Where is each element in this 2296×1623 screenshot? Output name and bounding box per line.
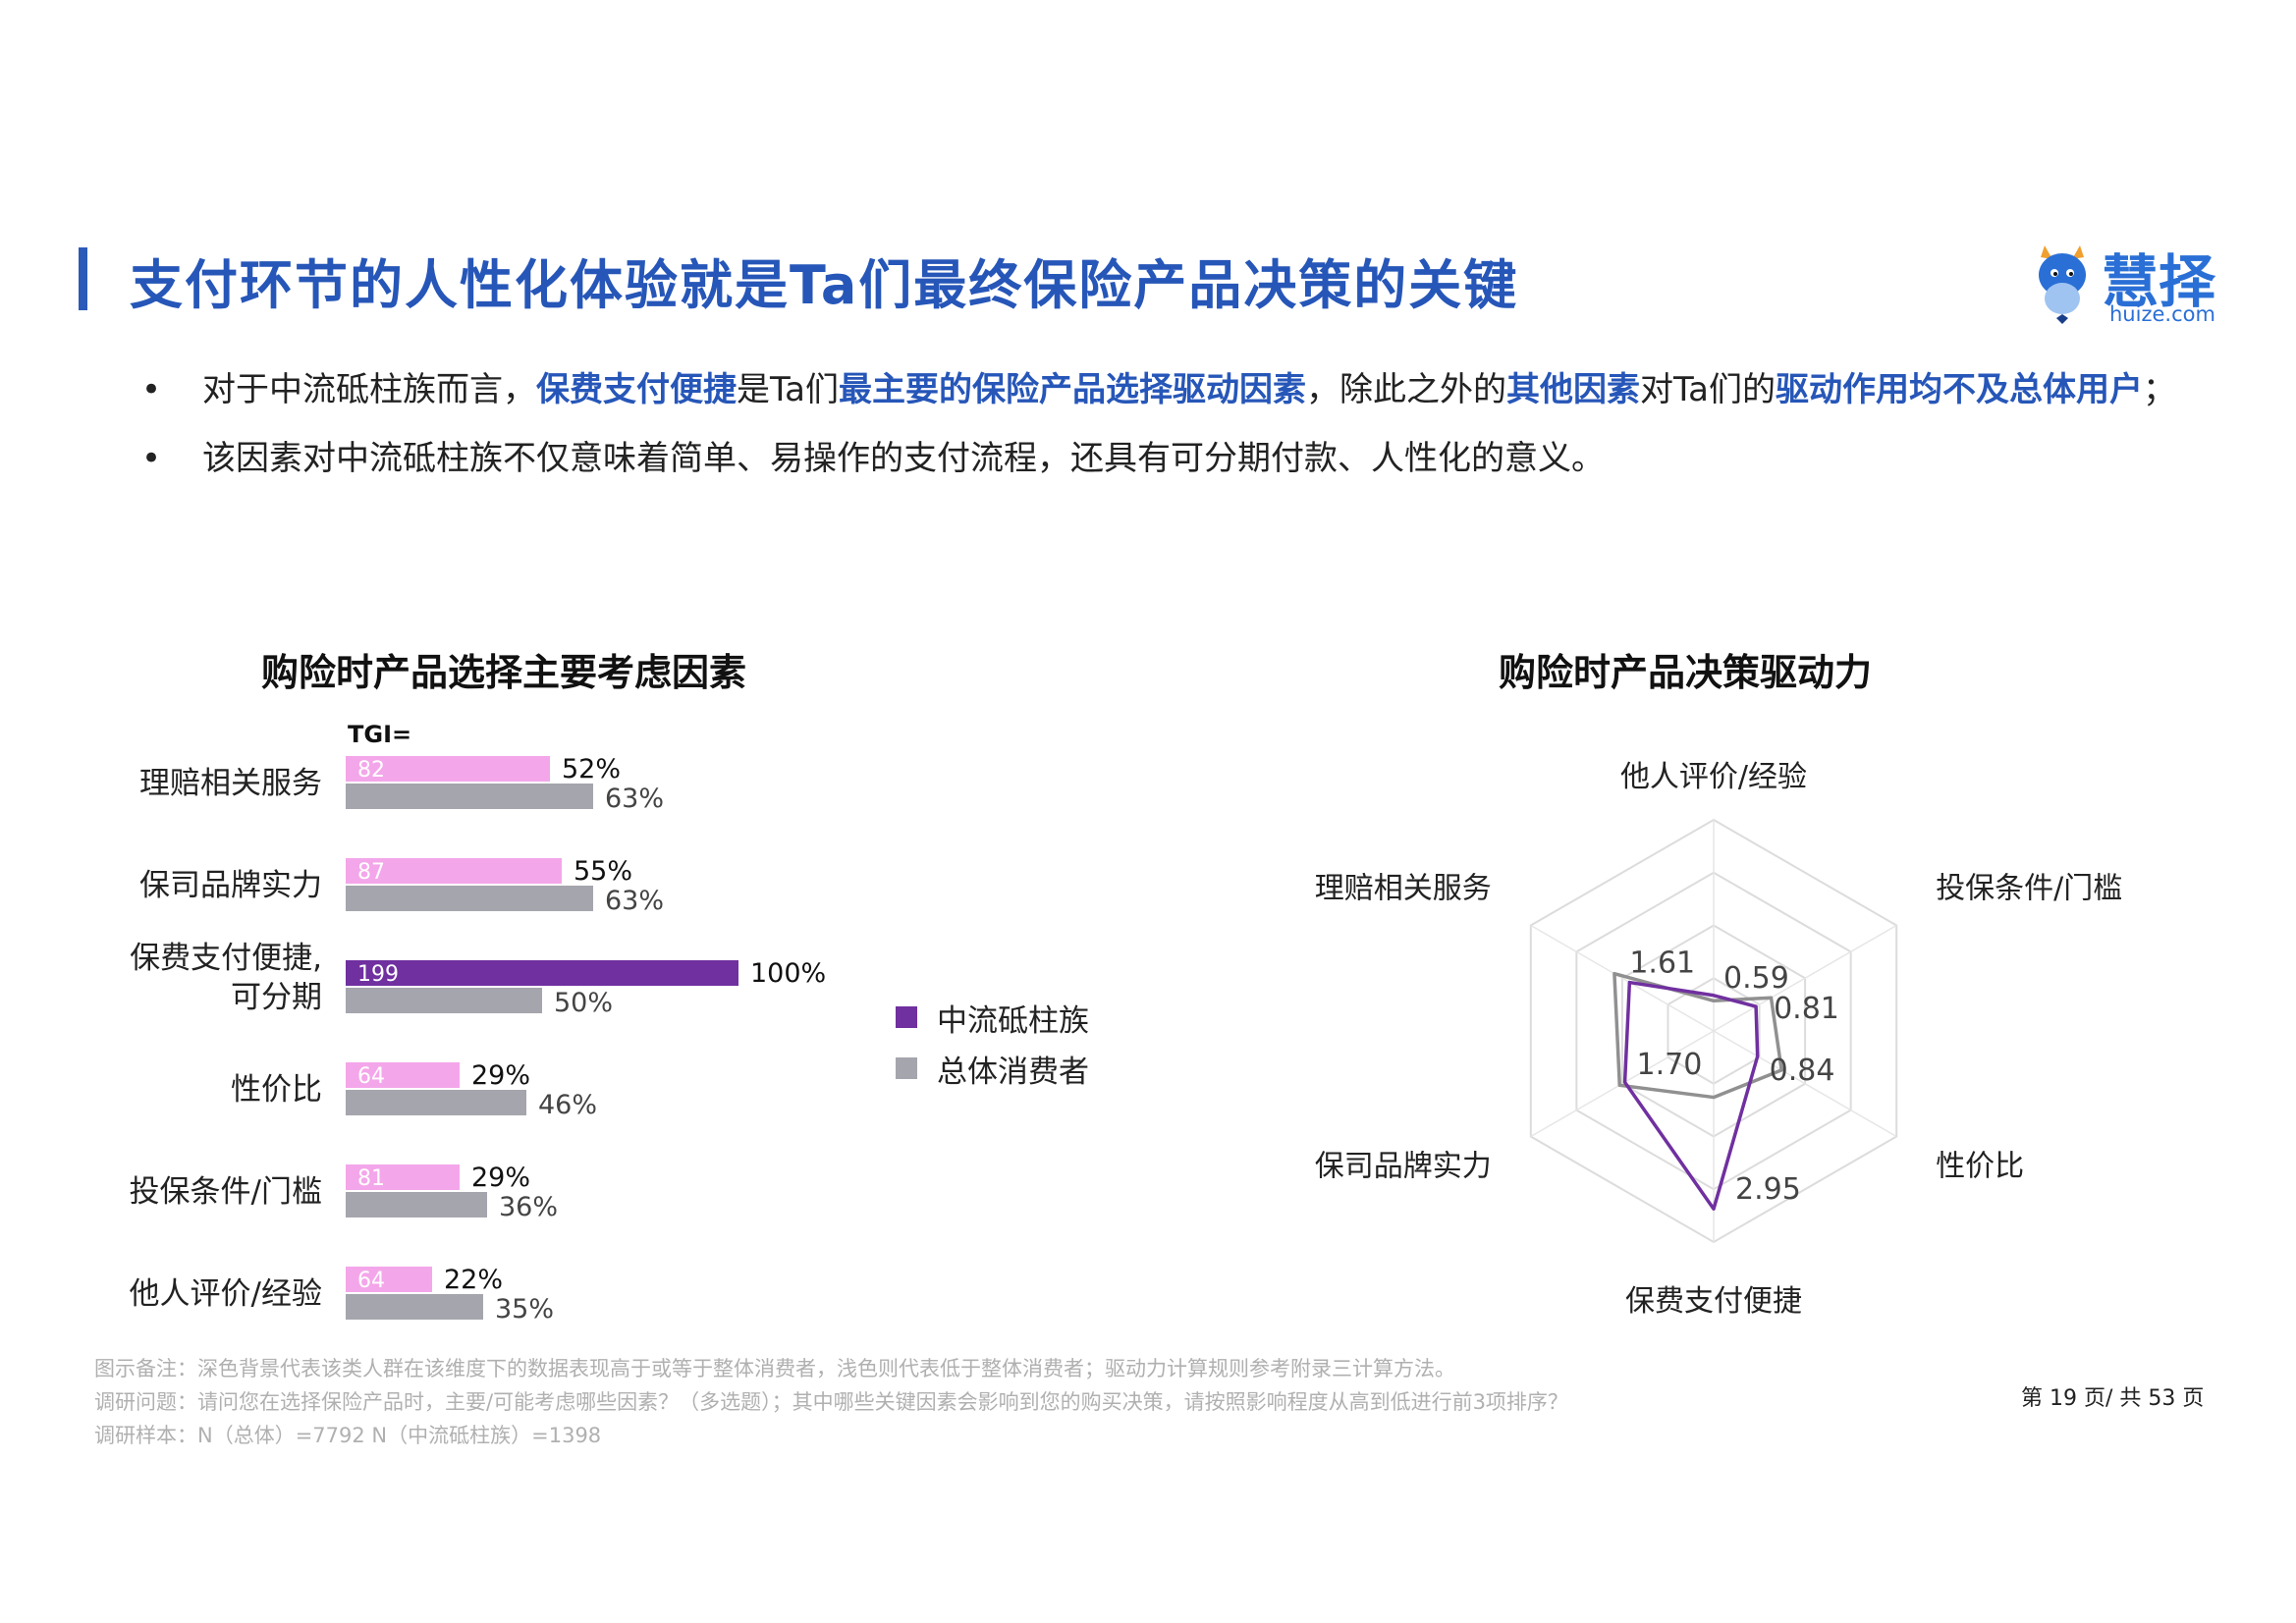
bullet-item: 该因素对中流砥柱族不仅意味着简单、易操作的支付流程，还具有可分期付款、人性化的意…	[137, 424, 2239, 493]
bar-segment	[346, 1267, 432, 1292]
radar-axis-label: 保费支付便捷	[1625, 1284, 1802, 1319]
body-text: ，除此之外的	[1305, 370, 1506, 409]
footnote-question: 调研问题：请问您在选择保险产品时，主要/可能考虑哪些因素？（多选题）；其中哪些关…	[94, 1390, 1568, 1414]
highlight-text: 其他因素	[1505, 370, 1640, 409]
category-label: 保司品牌实力	[139, 868, 322, 903]
data-label: 63%	[605, 784, 664, 814]
tgi-value: 64	[357, 1269, 385, 1293]
tgi-value: 87	[357, 860, 385, 885]
radar-axis-label: 他人评价/经验	[1620, 760, 1807, 794]
body-text: 是Ta们	[737, 370, 839, 409]
horse-mascot-icon	[2039, 245, 2086, 324]
data-label: 35%	[495, 1294, 554, 1325]
data-label: 100%	[750, 958, 826, 989]
body-text: 该因素对中流砥柱族不仅意味着简单、易操作的支付流程，还具有可分期付款、人性化的意…	[202, 439, 1605, 478]
data-label: 29%	[471, 1163, 530, 1193]
body-text: 对Ta们的	[1639, 370, 1776, 409]
radar-axis-label: 性价比	[1936, 1150, 2024, 1184]
bar-segment	[346, 756, 550, 782]
category-label: 理赔相关服务	[139, 766, 322, 801]
tgi-header: TGI=	[348, 721, 411, 748]
page-number: 第 19 页/ 共 53 页	[2021, 1386, 2205, 1411]
body-text: 对于中流砥柱族而言，	[202, 370, 536, 409]
bar-segment	[346, 858, 562, 884]
body-text: ；	[2142, 370, 2176, 409]
radar-value-label: 0.84	[1770, 1054, 1835, 1088]
data-label: 52%	[562, 754, 621, 784]
legend-label: 中流砥柱族	[937, 1002, 1089, 1039]
category-label: 性价比	[231, 1072, 322, 1108]
data-label: 36%	[499, 1192, 558, 1222]
radar-value-label: 2.95	[1735, 1172, 1801, 1207]
legend-swatch	[896, 1006, 917, 1028]
category-label: 可分期	[231, 980, 322, 1015]
bar-total	[346, 886, 593, 911]
data-label: 22%	[444, 1265, 503, 1295]
logo-url: huize.com	[2109, 302, 2215, 326]
tgi-value: 64	[357, 1064, 385, 1089]
bar-chart: TGI=理赔相关服务 82 52%63%保司品牌实力 87 55%63%保费支付便捷,可…	[130, 721, 827, 1325]
tgi-value: 82	[357, 758, 385, 783]
radar-value-label: 1.61	[1629, 947, 1695, 981]
title-accent-bar	[79, 247, 87, 310]
legend-item: 总体消费者	[896, 1043, 1089, 1094]
legend-item: 中流砥柱族	[896, 992, 1089, 1043]
footnote-legend-note: 图示备注：深色背景代表该类人群在该维度下的数据表现高于或等于整体消费者，浅色则代…	[94, 1357, 1455, 1380]
radar-axis-label: 投保条件/门槛	[1936, 872, 2122, 906]
bar-total	[346, 1294, 483, 1320]
data-label: 46%	[538, 1090, 597, 1120]
radar-axis-line	[1713, 924, 1897, 1032]
tgi-value: 81	[357, 1166, 385, 1191]
bullet-list: 对于中流砥柱族而言，保费支付便捷是Ta们最主要的保险产品选择驱动因素，除此之外的…	[137, 355, 2239, 493]
logo-name: 慧择	[2102, 248, 2216, 315]
radar-value-label: 0.81	[1774, 992, 1839, 1026]
footnote-sample: 调研样本：N（总体）=7792 N（中流砥柱族）=1398	[94, 1424, 602, 1447]
highlight-text: 驱动作用均不及总体用户	[1775, 370, 2143, 409]
category-label: 他人评价/经验	[130, 1276, 322, 1312]
bar-chart-title: 购险时产品选择主要考虑因素	[261, 651, 747, 694]
bar-chart-legend: 中流砥柱族 总体消费者	[896, 992, 1089, 1094]
radar-axis-line	[1530, 1030, 1715, 1138]
tgi-value: 199	[357, 962, 399, 987]
data-label: 50%	[554, 988, 613, 1018]
data-label: 55%	[574, 856, 632, 887]
bar-segment	[346, 1164, 460, 1190]
highlight-text: 保费支付便捷	[536, 370, 737, 409]
radar-axis-label: 保司品牌实力	[1315, 1150, 1492, 1184]
radar-series-line	[1622, 980, 1760, 1211]
radar-axis-line	[1713, 1030, 1897, 1138]
bar-total	[346, 988, 542, 1013]
radar-series-line	[1613, 971, 1783, 1100]
radar-value-label: 0.59	[1723, 961, 1789, 996]
category-label: 投保条件/门槛	[130, 1174, 322, 1210]
radar-axis-line	[1530, 924, 1715, 1032]
logo: 慧择 huize.com	[2031, 236, 2237, 334]
highlight-text: 最主要的保险产品选择驱动因素	[838, 370, 1306, 409]
data-label: 29%	[471, 1060, 530, 1091]
radar-axis-label: 理赔相关服务	[1315, 872, 1492, 906]
bar-total	[346, 1090, 526, 1115]
bar-segment	[346, 1062, 460, 1088]
legend-label: 总体消费者	[937, 1054, 1089, 1090]
data-label: 63%	[605, 886, 664, 916]
bar-segment	[346, 960, 738, 986]
legend-swatch	[896, 1057, 917, 1079]
category-label: 保费支付便捷,	[130, 941, 322, 976]
radar-chart: 他人评价/经验投保条件/门槛性价比保费支付便捷保司品牌实力理赔相关服务0.590…	[1315, 760, 2122, 1319]
page-title: 支付环节的人性化体验就是Ta们最终保险产品决策的关键	[130, 254, 1519, 316]
bar-total	[346, 1192, 487, 1217]
bullet-item: 对于中流砥柱族而言，保费支付便捷是Ta们最主要的保险产品选择驱动因素，除此之外的…	[137, 355, 2239, 424]
radar-value-label: 1.70	[1637, 1048, 1703, 1082]
radar-chart-title: 购险时产品决策驱动力	[1499, 651, 1873, 694]
bar-total	[346, 784, 593, 809]
